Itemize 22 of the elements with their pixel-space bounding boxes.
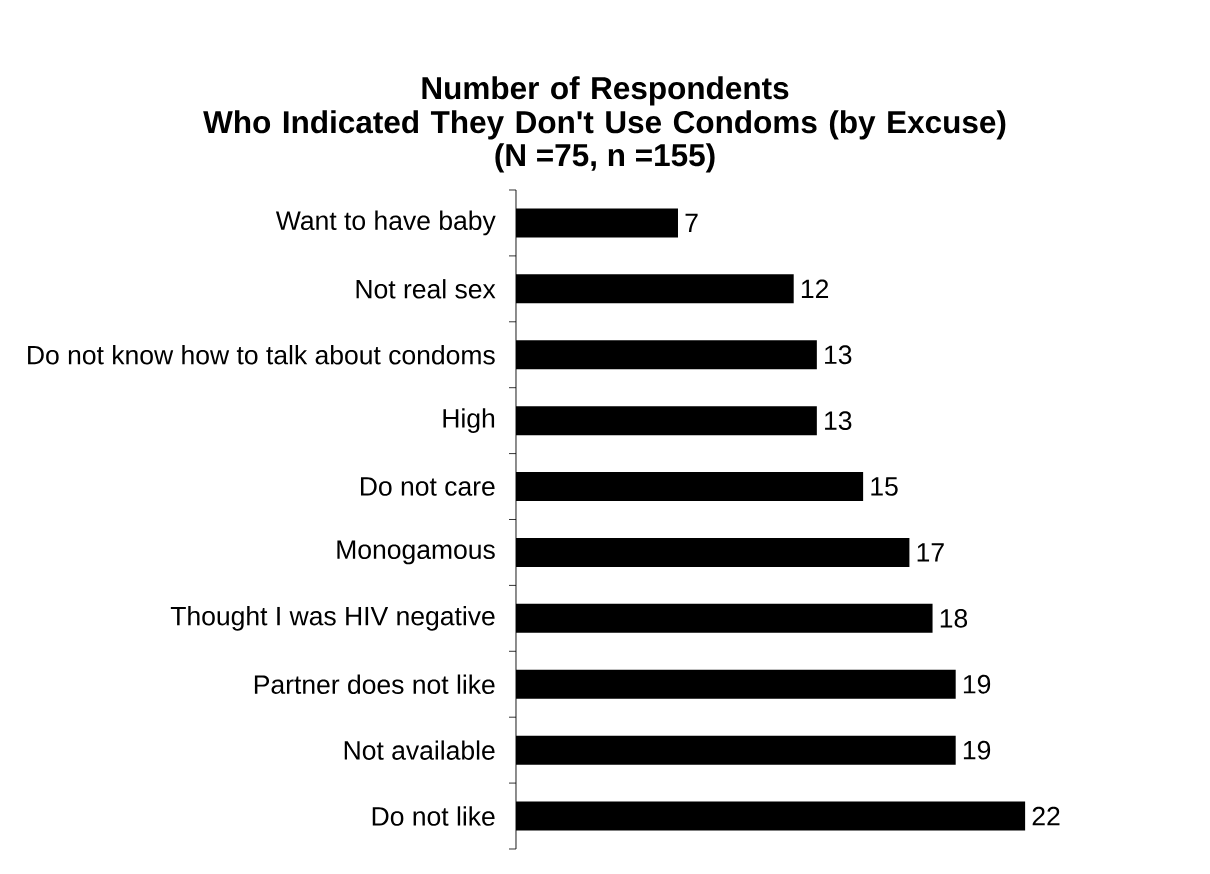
data-label: 13 <box>825 345 852 365</box>
data-label: 22 <box>1032 806 1060 826</box>
y-tick-label: Partner does not like <box>254 674 495 694</box>
y-tick-label: Thought I was HIV negative <box>170 605 495 631</box>
y-tick-label: Do not like <box>372 806 495 826</box>
data-label: 19 <box>963 740 991 760</box>
y-tick-label: Not real sex <box>356 279 496 299</box>
y-tick-label: High <box>443 408 495 433</box>
data-label: 13 <box>825 411 852 431</box>
chart-subtitle: (N =75, n =155) <box>495 143 715 173</box>
y-tick-label: Not available <box>344 740 495 760</box>
y-tick-label: Do not care <box>360 477 495 496</box>
y-tick-label: Do not know how to talk about condoms <box>28 345 495 365</box>
data-label: 15 <box>871 477 898 496</box>
data-label: 17 <box>917 543 944 562</box>
data-label: 12 <box>801 279 829 299</box>
data-label: 7 <box>685 213 698 233</box>
data-label: 18 <box>940 608 968 628</box>
y-tick-label: Want to have baby <box>275 210 496 236</box>
y-tick-label: Monogamous <box>337 540 495 565</box>
data-label: 19 <box>963 674 991 694</box>
chart-title: Number of Respondents Who Indicated They Don't Use Condoms (by Excuse) <box>203 76 1006 140</box>
